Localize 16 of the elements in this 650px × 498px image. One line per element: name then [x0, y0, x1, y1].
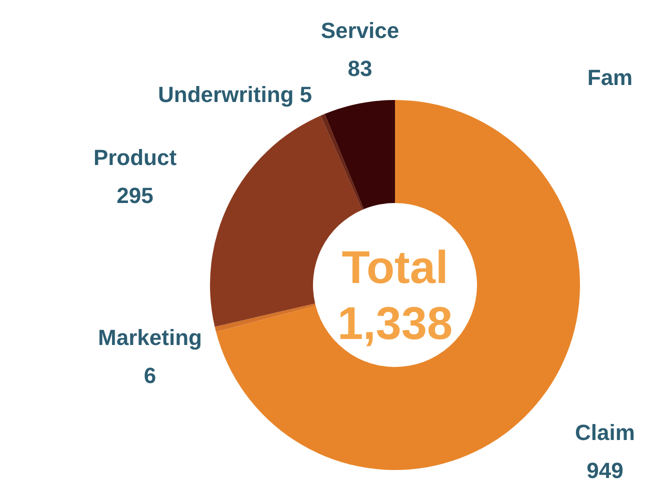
slice-label: Marketing [98, 325, 202, 350]
donut-slice [324, 100, 395, 210]
data-label: 5 [300, 82, 312, 107]
slice-label: Product [93, 145, 178, 170]
text: Total [342, 241, 448, 293]
slice-label: Service [320, 18, 400, 43]
data-label: 949 [586, 458, 624, 483]
text: 1,338 [337, 297, 453, 349]
text: Fam [587, 65, 633, 90]
donut-slice [214, 304, 316, 332]
data-label: 6 [144, 363, 156, 388]
data-label: 83 [348, 56, 372, 81]
slice-label: Underwriting [158, 82, 294, 107]
data-label: 295 [116, 183, 154, 208]
donut-slice [320, 114, 364, 210]
slice-label: Claim [575, 420, 635, 445]
